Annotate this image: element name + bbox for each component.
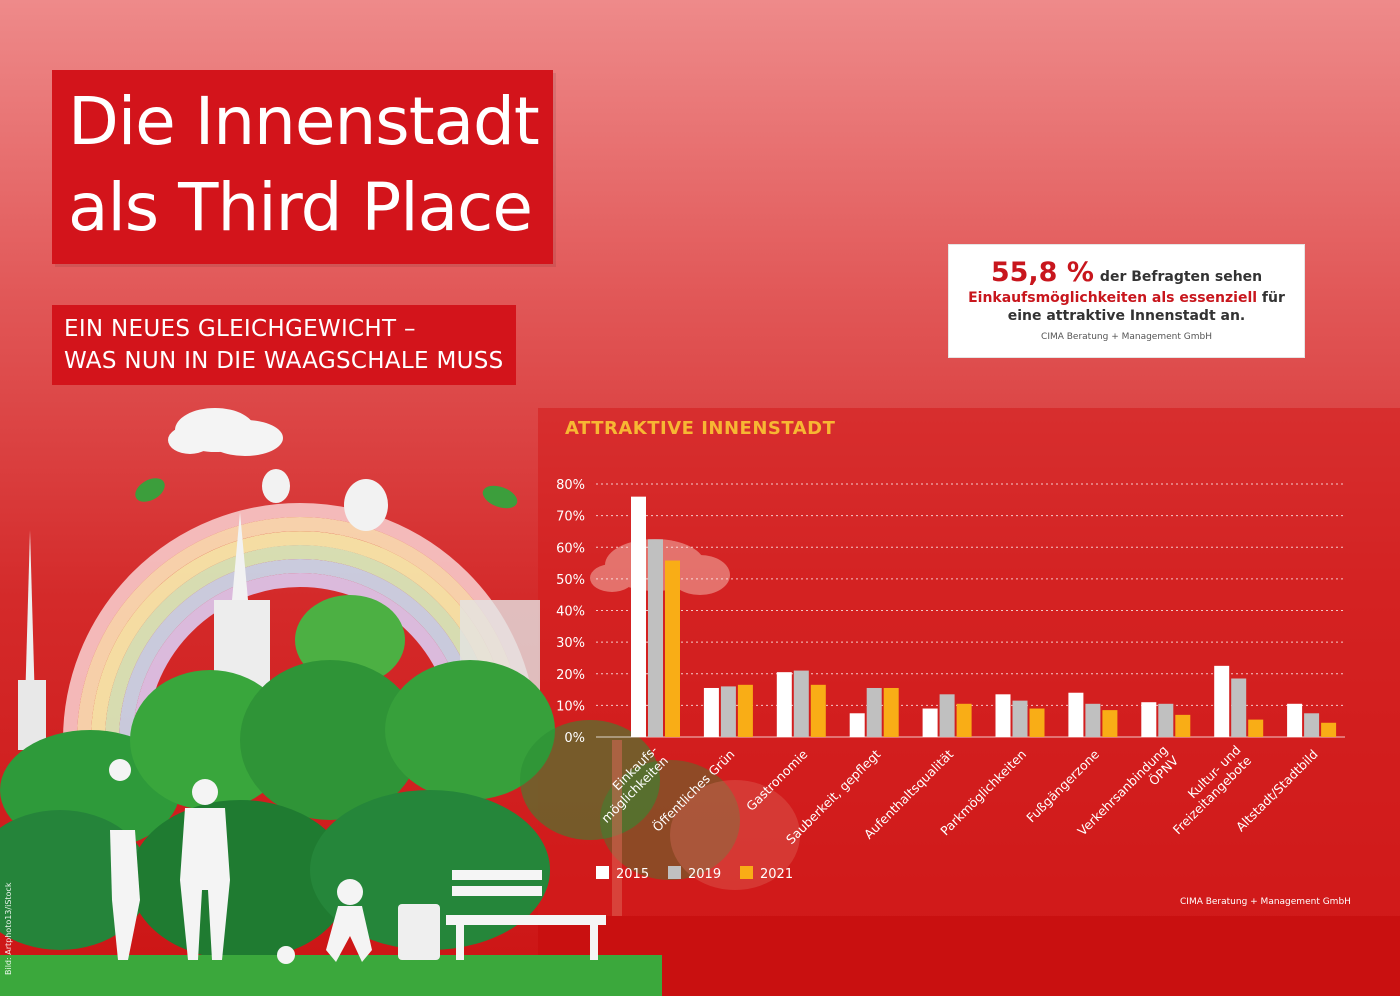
chart-title: ATTRAKTIVE INNENSTADT	[565, 418, 836, 439]
bar-2019-9	[1304, 713, 1320, 737]
bar-2019-5	[1012, 700, 1028, 737]
bar-2021-3	[883, 687, 899, 737]
bar-2019-6	[1085, 703, 1101, 737]
cloud-icon	[168, 408, 283, 456]
bar-2021-7	[1175, 714, 1191, 737]
balloon-icon	[262, 469, 388, 531]
stat-text1: der Befragten sehen	[1099, 269, 1263, 285]
bar-2021-8	[1248, 719, 1264, 737]
bar-2019-2	[793, 670, 809, 737]
y-tick-label: 40%	[556, 605, 585, 620]
stat-callout: 55,8 % der Befragten sehen Einkaufsmöglic…	[948, 244, 1305, 358]
page-subtitle: EIN NEUES GLEICHGEWICHT – WAS NUN IN DIE…	[52, 305, 516, 385]
leaf-icon	[482, 485, 518, 509]
y-tick-label: 20%	[556, 668, 585, 683]
legend-label-2019: 2019	[688, 867, 721, 882]
bar-2021-6	[1102, 710, 1118, 737]
bar-2015-9	[1287, 703, 1303, 737]
bar-2015-7	[1141, 702, 1157, 737]
bar-2019-0	[648, 539, 663, 737]
legend-swatch-2021	[740, 866, 753, 879]
bench-illustration	[446, 870, 606, 960]
stat-value: 55,8 %	[990, 257, 1094, 288]
bar-2021-1	[737, 684, 753, 737]
page-title: Die Innenstadt als Third Place	[52, 70, 553, 264]
x-tick-label: Einkaufs-möglichkeiten	[588, 742, 671, 825]
bar-2019-3	[866, 687, 882, 737]
x-tick-label-line: Gastronomie	[743, 746, 811, 814]
stat-source: CIMA Beratung + Management GmbH	[1041, 332, 1212, 342]
legend-label-2015: 2015	[616, 867, 649, 882]
page-subtitle-line2: WAS NUN IN DIE WAAGSCHALE MUSS	[64, 348, 504, 374]
bar-2015-6	[1068, 692, 1084, 737]
tower-icon	[232, 512, 248, 600]
chart-source: CIMA Beratung + Management GmbH	[1180, 897, 1351, 907]
bar-2015-8	[1214, 665, 1230, 737]
grass-illustration	[0, 955, 662, 996]
leaf-icon	[135, 478, 165, 502]
bar-2015-0	[631, 496, 646, 737]
x-tick-label: Gastronomie	[743, 746, 811, 814]
bar-2015-3	[849, 713, 865, 737]
stat-text3: eine attraktive Innenstadt an.	[1007, 308, 1246, 324]
bar-2015-2	[776, 672, 792, 737]
page-subtitle-line1: EIN NEUES GLEICHGEWICHT –	[64, 316, 416, 342]
y-tick-label: 80%	[556, 478, 585, 493]
trees-illustration	[0, 595, 740, 960]
bar-2021-0	[665, 560, 680, 737]
page-title-line2: als Third Place	[68, 169, 533, 246]
legend-swatch-2015	[596, 866, 609, 879]
y-tick-label: 10%	[556, 699, 585, 714]
y-tick-label: 50%	[556, 573, 585, 588]
bin-illustration	[398, 904, 440, 960]
bar-2015-1	[703, 687, 719, 737]
bar-2015-4	[922, 708, 938, 737]
page-title-line1: Die Innenstadt	[68, 83, 540, 160]
bar-2019-1	[720, 686, 736, 737]
photo-credit: Bild: Artphoto13/iStock	[4, 882, 13, 975]
stat-highlight: Einkaufsmöglichkeiten als essenziell	[968, 290, 1258, 306]
legend-label-2021: 2021	[760, 867, 793, 882]
family-silhouette	[109, 759, 372, 964]
bar-2021-5	[1029, 708, 1045, 737]
bar-2015-5	[995, 694, 1011, 737]
bar-2019-4	[939, 694, 955, 737]
bar-2021-2	[810, 684, 826, 737]
stat-text2: für	[1261, 290, 1285, 306]
bar-2019-8	[1231, 678, 1247, 737]
legend-swatch-2019	[668, 866, 681, 879]
bar-2019-7	[1158, 703, 1174, 737]
y-tick-label: 60%	[556, 541, 585, 556]
bar-2021-9	[1321, 722, 1337, 737]
y-tick-label: 70%	[556, 510, 585, 525]
y-tick-label: 0%	[564, 731, 585, 746]
bar-2021-4	[956, 703, 972, 737]
y-tick-label: 30%	[556, 636, 585, 651]
